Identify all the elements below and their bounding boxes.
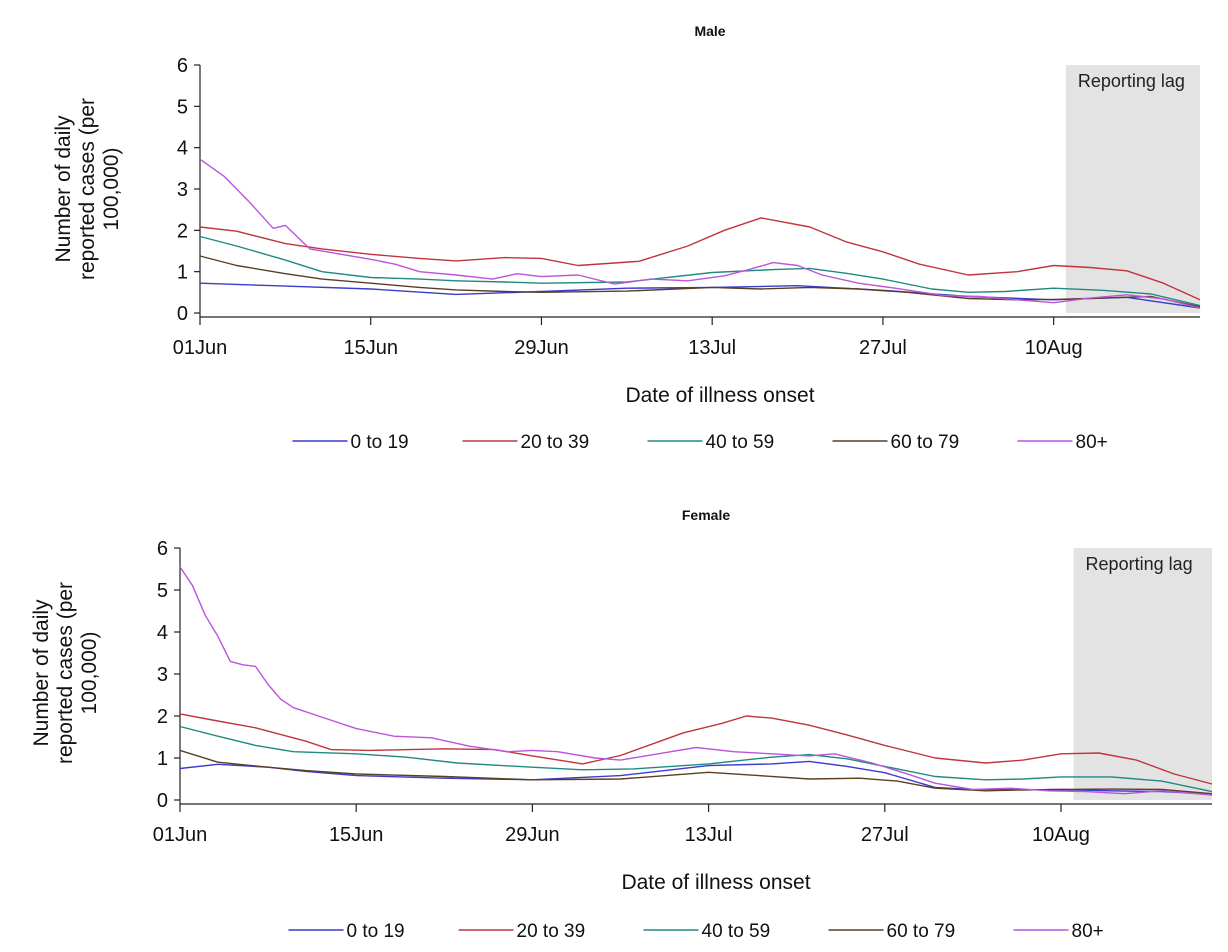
y-axis-title: Number of dailyreported cases (per100,00… xyxy=(30,582,101,764)
reporting-lag-label: Reporting lag xyxy=(1086,554,1193,574)
legend-label: 40 to 59 xyxy=(702,921,771,942)
x-tick-label: 10Aug xyxy=(1025,337,1083,359)
y-axis-title-line: 100,000) xyxy=(78,632,101,715)
panel-title: Male xyxy=(694,23,725,39)
y-axis-title-line: reported cases (per xyxy=(76,98,99,280)
x-tick-label: 01Jun xyxy=(153,824,208,846)
legend-label: 0 to 19 xyxy=(347,921,405,942)
legend-label: 0 to 19 xyxy=(351,432,409,453)
x-tick-label: 27Jul xyxy=(859,337,907,359)
y-axis-title-line: 100,000) xyxy=(100,148,123,231)
y-axis-title-line: Number of daily xyxy=(30,599,53,747)
legend-label: 40 to 59 xyxy=(706,432,775,453)
y-tick-label: 2 xyxy=(177,220,188,242)
chart-panel-female: Reporting lag Female 0 1 2 3 4 5 6 01Jun 15Jun 29Ju… xyxy=(30,507,1213,942)
x-tick-label: 15Jun xyxy=(343,337,398,359)
chart-panel-male: Reporting lag Male 0 1 2 3 4 5 6 01Jun 15Jun 29Jun 1… xyxy=(52,23,1201,453)
x-tick-label: 10Aug xyxy=(1032,824,1090,846)
y-tick-label: 3 xyxy=(157,664,168,686)
series-line-40-to-59 xyxy=(199,235,1201,307)
reporting-lag-region xyxy=(1065,65,1200,313)
legend-label: 60 to 79 xyxy=(887,921,956,942)
x-tick-label: 01Jun xyxy=(173,337,228,359)
x-tick-label: 15Jun xyxy=(329,824,384,846)
y-tick-label: 0 xyxy=(157,790,168,812)
y-tick-label: 0 xyxy=(177,303,188,325)
y-tick-label: 5 xyxy=(177,96,188,118)
y-tick-label: 2 xyxy=(157,706,168,728)
series-line-20-to-39 xyxy=(179,713,1213,785)
series-line-60-to-79 xyxy=(179,749,1213,795)
x-tick-label: 29Jun xyxy=(505,824,560,846)
reporting-lag-region xyxy=(1073,548,1212,800)
x-tick-label: 13Jul xyxy=(688,337,736,359)
y-tick-label: 5 xyxy=(157,580,168,602)
legend-label: 20 to 39 xyxy=(517,921,586,942)
legend-label: 20 to 39 xyxy=(521,432,590,453)
series-line-20-to-39 xyxy=(199,217,1201,301)
y-axis-title-line: Number of daily xyxy=(52,115,75,263)
legend-label: 80+ xyxy=(1072,921,1104,942)
series-line-80plus xyxy=(199,158,1201,309)
y-tick-label: 1 xyxy=(157,748,168,770)
x-tick-label: 27Jul xyxy=(861,824,909,846)
y-axis-title-line: reported cases (per xyxy=(54,582,77,764)
series-line-40-to-59 xyxy=(179,725,1213,793)
series-line-80plus xyxy=(179,566,1213,796)
legend-label: 80+ xyxy=(1076,432,1108,453)
y-tick-label: 4 xyxy=(157,622,168,644)
x-tick-label: 13Jul xyxy=(685,824,733,846)
y-tick-label: 3 xyxy=(177,179,188,201)
legend-label: 60 to 79 xyxy=(891,432,960,453)
x-tick-label: 29Jun xyxy=(514,337,569,359)
y-axis-title: Number of dailyreported cases (per100,00… xyxy=(52,98,123,280)
x-axis-title: Date of illness onset xyxy=(625,384,814,407)
reporting-lag-label: Reporting lag xyxy=(1078,71,1185,91)
series-line-60-to-79 xyxy=(199,255,1201,308)
y-tick-label: 6 xyxy=(177,55,188,77)
y-tick-label: 6 xyxy=(157,538,168,560)
y-tick-label: 4 xyxy=(177,138,188,160)
panel-title: Female xyxy=(682,507,730,523)
x-axis-title: Date of illness onset xyxy=(621,871,810,894)
series-line-0-to-19 xyxy=(199,282,1201,309)
y-tick-label: 1 xyxy=(177,262,188,284)
